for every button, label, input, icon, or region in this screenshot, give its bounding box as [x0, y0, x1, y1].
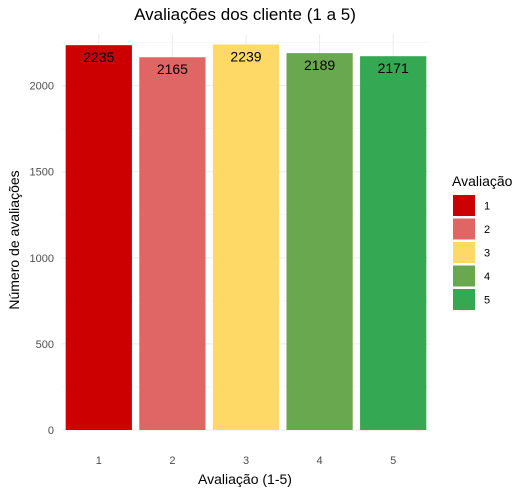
bar-2 [139, 57, 206, 431]
x-tick-label: 2 [169, 455, 175, 467]
y-axis-label: Número de avaliações [6, 170, 22, 309]
legend-key-5 [453, 289, 475, 310]
x-tick-label: 4 [317, 455, 323, 467]
x-axis-label: Avaliação (1-5) [198, 471, 292, 487]
legend-label-3: 3 [484, 248, 490, 260]
y-tick-label: 0 [48, 425, 54, 437]
data-label-5: 2171 [378, 60, 409, 76]
legend-label-1: 1 [484, 201, 490, 213]
bars [65, 44, 427, 431]
x-tick-label: 3 [243, 455, 249, 467]
bar-4 [286, 53, 353, 431]
data-label-1: 2235 [83, 49, 114, 65]
legend-label-5: 5 [484, 295, 490, 307]
bar-3 [212, 44, 280, 430]
y-tick-label: 1000 [30, 253, 54, 265]
data-labels: 2235 2165 2239 2189 2171 [83, 49, 409, 78]
legend-key-4 [453, 265, 475, 287]
legend: Avaliação 1 2 3 4 5 [452, 173, 513, 310]
data-label-4: 2189 [304, 57, 335, 73]
y-tick-label: 2000 [30, 81, 54, 93]
data-label-3: 2239 [230, 49, 261, 65]
chart-title: Avaliações dos cliente (1 a 5) [134, 5, 356, 24]
legend-key-3 [453, 242, 475, 263]
legend-label-2: 2 [484, 224, 490, 236]
x-tick-label: 5 [390, 455, 396, 467]
axes: 0 500 1000 1500 2000 1 2 3 4 5 [30, 81, 397, 467]
legend-key-2 [453, 218, 475, 240]
legend-key-1 [453, 195, 475, 216]
legend-title: Avaliação [452, 173, 513, 189]
x-tick-label: 1 [96, 455, 102, 467]
bar-1 [65, 45, 132, 430]
bar-5 [360, 56, 427, 430]
y-tick-label: 1500 [30, 167, 54, 179]
data-label-2: 2165 [157, 61, 188, 77]
legend-label-4: 4 [484, 271, 490, 283]
y-tick-label: 500 [36, 339, 54, 351]
